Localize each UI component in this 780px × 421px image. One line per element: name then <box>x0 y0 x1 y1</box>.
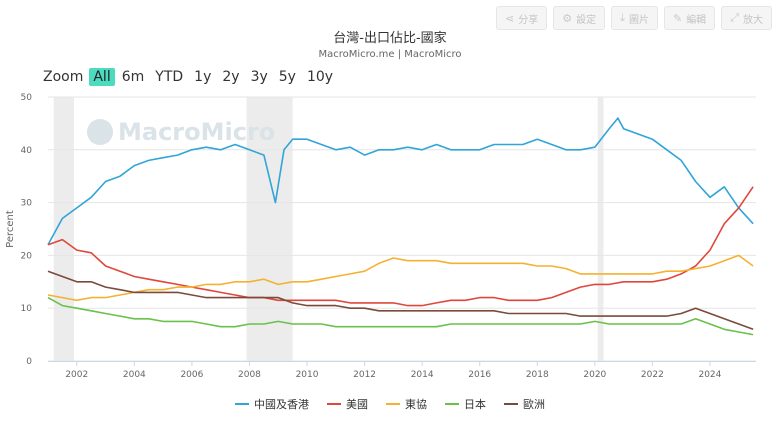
zoom-option-10y[interactable]: 10y <box>306 69 334 85</box>
y-tick-label: 50 <box>21 93 33 103</box>
series-line-2 <box>47 254 754 302</box>
series-line-4 <box>47 270 754 331</box>
watermark-text: MacroMicro <box>118 118 275 146</box>
share-button[interactable]: ⋖ 分享 <box>496 6 548 30</box>
chart-subtitle: MacroMicro.me | MacroMicro <box>318 49 462 60</box>
legend-swatch <box>386 403 400 405</box>
recession-band <box>53 97 74 361</box>
pencil-button[interactable]: ✎ 編輯 <box>663 6 716 30</box>
toolbar-button-label: 放大 <box>743 14 763 26</box>
legend-label: 美國 <box>346 398 368 411</box>
x-tick-label: 2004 <box>123 370 146 380</box>
share-icon: ⋖ <box>505 11 515 25</box>
y-tick-label: 20 <box>21 251 33 261</box>
series-line-1 <box>47 186 754 307</box>
legend-item[interactable]: 歐洲 <box>504 396 545 412</box>
legend-label: 東協 <box>405 398 427 411</box>
toolbar-button-label: 設定 <box>576 14 597 26</box>
x-tick-label: 2008 <box>238 370 261 380</box>
series-line-3 <box>47 296 754 336</box>
gear-button[interactable]: ⚙ 設定 <box>553 6 606 30</box>
zoom-option-2y[interactable]: 2y <box>222 69 240 85</box>
series-line-0 <box>47 117 754 246</box>
x-tick-label: 2022 <box>641 370 664 380</box>
download-button[interactable]: ⤓ 圖片 <box>611 6 658 30</box>
chart-legend: 中國及香港 美國 東協 日本 歐洲 <box>0 396 780 412</box>
zoom-label: Zoom <box>43 69 84 85</box>
expand-button[interactable]: ⤢ 放大 <box>721 6 772 30</box>
zoom-option-3y[interactable]: 3y <box>250 69 268 85</box>
x-tick-label: 2006 <box>180 370 203 380</box>
x-tick-label: 2002 <box>65 370 88 380</box>
legend-item[interactable]: 美國 <box>327 396 368 412</box>
y-tick-label: 10 <box>21 304 33 314</box>
zoom-option-ytd[interactable]: YTD <box>155 69 184 85</box>
legend-item[interactable]: 日本 <box>445 396 486 412</box>
pencil-icon: ✎ <box>672 11 683 25</box>
chart-title: 台灣-出口佔比-國家 <box>333 31 447 46</box>
y-tick-label: 30 <box>21 199 33 209</box>
y-tick-label: 40 <box>21 146 33 156</box>
y-tick-label: 0 <box>26 357 32 367</box>
watermark-logo-icon <box>87 119 113 145</box>
legend-swatch <box>327 403 341 405</box>
recession-band <box>246 97 293 361</box>
gear-icon: ⚙ <box>562 11 573 25</box>
x-tick-label: 2020 <box>583 370 606 380</box>
y-axis-label: Percent <box>5 210 16 248</box>
x-tick-label: 2016 <box>468 370 491 380</box>
legend-swatch <box>235 403 249 405</box>
legend-swatch <box>504 403 518 405</box>
toolbar-button-label: 編輯 <box>686 14 707 26</box>
legend-label: 歐洲 <box>523 398 545 411</box>
zoom-selector: Zoom All 6m YTD 1y 2y 3y 5y 10y <box>43 68 340 86</box>
toolbar-button-label: 圖片 <box>628 14 649 26</box>
legend-label: 日本 <box>464 398 486 411</box>
x-tick-label: 2018 <box>526 370 549 380</box>
x-tick-label: 2014 <box>411 370 434 380</box>
legend-swatch <box>445 403 459 405</box>
legend-item[interactable]: 東協 <box>386 396 427 412</box>
legend-item[interactable]: 中國及香港 <box>235 396 309 412</box>
zoom-option-5y[interactable]: 5y <box>278 69 296 85</box>
x-tick-label: 2012 <box>353 370 376 380</box>
legend-label: 中國及香港 <box>254 398 309 411</box>
recession-band <box>597 97 604 361</box>
zoom-option-6m[interactable]: 6m <box>121 69 145 85</box>
zoom-option-1y[interactable]: 1y <box>194 69 212 85</box>
toolbar-button-label: 分享 <box>518 14 539 26</box>
x-tick-label: 2010 <box>296 370 319 380</box>
zoom-option-all[interactable]: All <box>89 68 115 86</box>
x-tick-label: 2024 <box>698 370 721 380</box>
chart-toolbar: ⋖ 分享 ⚙ 設定 ⤓ 圖片 ✎ 編輯 ⤢ 放大 <box>496 6 772 30</box>
download-icon: ⤓ <box>620 11 625 24</box>
expand-icon: ⤢ <box>730 11 739 24</box>
